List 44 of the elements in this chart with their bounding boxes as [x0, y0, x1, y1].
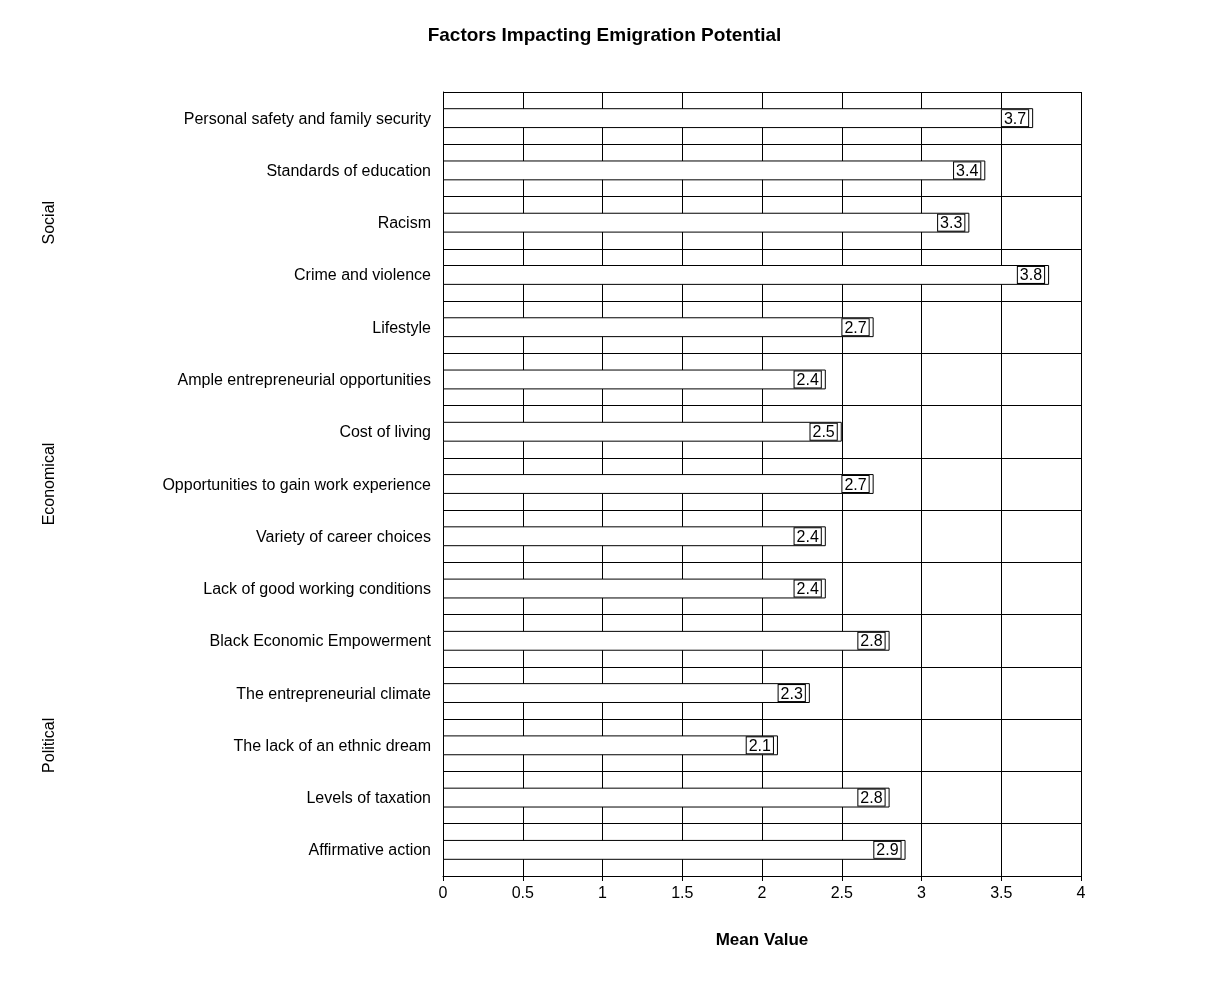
y-tick-label: Black Economic Empowerment	[209, 632, 432, 650]
chart-title: Factors Impacting Emigration Potential	[427, 24, 782, 45]
y-tick-label: Lifestyle	[372, 318, 432, 336]
x-tick-label: 2.5	[830, 883, 853, 901]
text: Economical	[39, 442, 57, 526]
x-tick-label: 3	[917, 883, 927, 901]
y-tick-label: Crime and violence	[294, 266, 432, 284]
y-tick-label: Affirmative action	[308, 841, 431, 859]
data-label: 2.4	[796, 580, 819, 598]
x-tick-label: 0	[438, 883, 448, 901]
y-tick-label: Ample entrepreneurial opportunities	[177, 370, 431, 388]
y-tick-label: The lack of an ethnic dream	[233, 736, 431, 754]
text: Social	[39, 200, 57, 245]
data-label: 2.9	[876, 841, 899, 859]
text: Political	[39, 717, 57, 773]
x-tick-label: 1	[598, 883, 608, 901]
y-tick-label: The entrepreneurial climate	[236, 684, 432, 702]
x-axis-title: Mean Value	[715, 930, 809, 949]
x-tick-label: 3.5	[990, 883, 1013, 901]
y-tick-label: Personal safety and family security	[183, 109, 431, 127]
x-tick-label: 0.5	[511, 883, 534, 901]
y-tick-label: Racism	[377, 214, 431, 232]
data-label: 3.7	[1003, 109, 1027, 127]
y-tick-label: Levels of taxation	[306, 789, 431, 807]
y-tick-label: Standards of education	[266, 161, 431, 179]
y-tick-label: Lack of good working conditions	[203, 580, 431, 598]
data-label: 3.3	[940, 214, 963, 232]
data-label: 2.4	[796, 527, 819, 545]
y-tick-label: Cost of living	[339, 423, 431, 441]
x-tick-label: 4	[1076, 883, 1086, 901]
data-label: 2.7	[844, 475, 867, 493]
y-tick-label: Opportunities to gain work experience	[162, 475, 432, 493]
data-label: 2.7	[844, 318, 867, 336]
data-label: 2.8	[860, 789, 883, 807]
data-label: 2.3	[780, 684, 803, 702]
x-tick-label: 2	[757, 883, 767, 901]
data-label: 3.4	[956, 161, 979, 179]
y-tick-label: Variety of career choices	[256, 527, 431, 545]
data-label: 2.8	[860, 632, 883, 650]
x-tick-label: 1.5	[671, 883, 694, 901]
data-label: 2.5	[812, 423, 835, 441]
data-label: 3.8	[1019, 266, 1043, 284]
data-label: 2.1	[748, 736, 772, 754]
data-label: 2.4	[796, 370, 819, 388]
